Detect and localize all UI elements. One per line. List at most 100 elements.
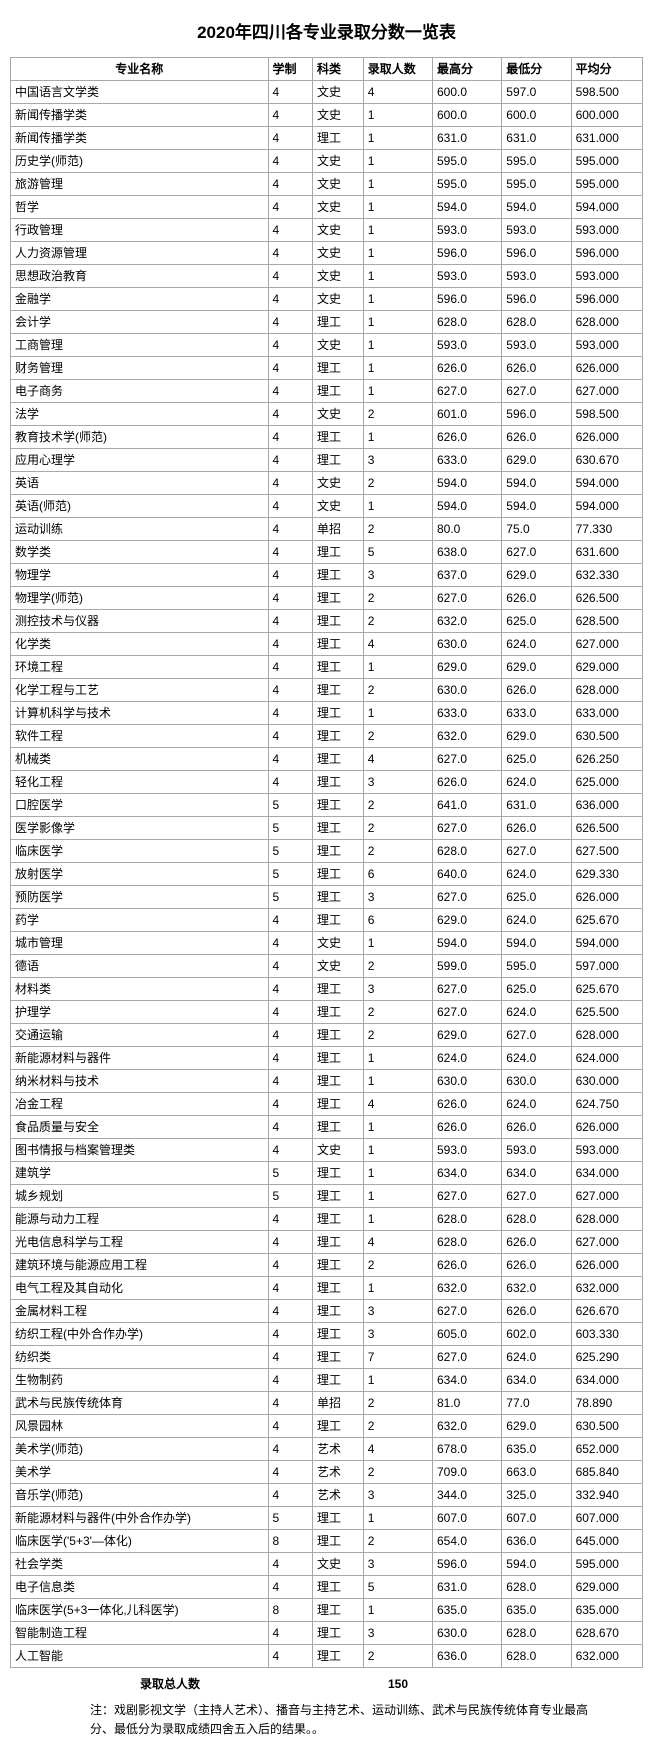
table-row: 临床医学(5+3一体化,儿科医学)8理工1635.0635.0635.000 bbox=[11, 1599, 643, 1622]
cell: 2 bbox=[363, 472, 432, 495]
cell: 2 bbox=[363, 1645, 432, 1668]
cell: 593.0 bbox=[502, 265, 571, 288]
cell: 新能源材料与器件(中外合作办学) bbox=[11, 1507, 269, 1530]
cell: 595.000 bbox=[571, 150, 642, 173]
cell: 629.0 bbox=[432, 656, 501, 679]
cell: 4 bbox=[363, 81, 432, 104]
cell: 624.0 bbox=[432, 1047, 501, 1070]
cell: 597.000 bbox=[571, 955, 642, 978]
cell: 631.0 bbox=[502, 127, 571, 150]
cell: 626.0 bbox=[502, 679, 571, 702]
cell: 金融学 bbox=[11, 288, 269, 311]
cell: 627.0 bbox=[432, 817, 501, 840]
col-major: 专业名称 bbox=[11, 58, 269, 81]
table-row: 材料类4理工3627.0625.0625.670 bbox=[11, 978, 643, 1001]
cell: 624.750 bbox=[571, 1093, 642, 1116]
cell: 4 bbox=[268, 219, 312, 242]
cell: 文史 bbox=[313, 403, 364, 426]
cell: 理工 bbox=[313, 656, 364, 679]
cell: 1 bbox=[363, 173, 432, 196]
cell: 法学 bbox=[11, 403, 269, 426]
cell: 325.0 bbox=[502, 1484, 571, 1507]
table-row: 药学4理工6629.0624.0625.670 bbox=[11, 909, 643, 932]
table-row: 机械类4理工4627.0625.0626.250 bbox=[11, 748, 643, 771]
cell: 纺织工程(中外合作办学) bbox=[11, 1323, 269, 1346]
table-row: 新闻传播学类4理工1631.0631.0631.000 bbox=[11, 127, 643, 150]
cell: 文史 bbox=[313, 334, 364, 357]
cell: 627.0 bbox=[432, 978, 501, 1001]
cell: 626.0 bbox=[502, 817, 571, 840]
table-row: 音乐学(师范)4艺术3344.0325.0332.940 bbox=[11, 1484, 643, 1507]
cell: 4 bbox=[268, 1001, 312, 1024]
cell: 理工 bbox=[313, 587, 364, 610]
cell: 595.0 bbox=[432, 173, 501, 196]
cell: 80.0 bbox=[432, 518, 501, 541]
table-row: 电子商务4理工1627.0627.0627.000 bbox=[11, 380, 643, 403]
cell: 单招 bbox=[313, 518, 364, 541]
cell: 行政管理 bbox=[11, 219, 269, 242]
cell: 3 bbox=[363, 1323, 432, 1346]
cell: 理工 bbox=[313, 1185, 364, 1208]
cell: 4 bbox=[363, 633, 432, 656]
cell: 597.0 bbox=[502, 81, 571, 104]
cell: 人力资源管理 bbox=[11, 242, 269, 265]
table-row: 人工智能4理工2636.0628.0632.000 bbox=[11, 1645, 643, 1668]
table-row: 图书情报与档案管理类4文史1593.0593.0593.000 bbox=[11, 1139, 643, 1162]
table-row: 电气工程及其自动化4理工1632.0632.0632.000 bbox=[11, 1277, 643, 1300]
cell: 能源与动力工程 bbox=[11, 1208, 269, 1231]
cell: 文史 bbox=[313, 173, 364, 196]
cell: 4 bbox=[268, 81, 312, 104]
table-row: 能源与动力工程4理工1628.0628.0628.000 bbox=[11, 1208, 643, 1231]
cell: 3 bbox=[363, 1300, 432, 1323]
cell: 2 bbox=[363, 610, 432, 633]
table-row: 社会学类4文史3596.0594.0595.000 bbox=[11, 1553, 643, 1576]
cell: 2 bbox=[363, 1024, 432, 1047]
cell: 636.0 bbox=[432, 1645, 501, 1668]
cell: 临床医学 bbox=[11, 840, 269, 863]
cell: 1 bbox=[363, 1369, 432, 1392]
table-row: 数学类4理工5638.0627.0631.600 bbox=[11, 541, 643, 564]
cell: 594.000 bbox=[571, 472, 642, 495]
cell: 城市管理 bbox=[11, 932, 269, 955]
cell: 美术学 bbox=[11, 1461, 269, 1484]
cell: 4 bbox=[268, 265, 312, 288]
cell: 理工 bbox=[313, 1254, 364, 1277]
cell: 632.000 bbox=[571, 1645, 642, 1668]
cell: 理工 bbox=[313, 1300, 364, 1323]
table-row: 计算机科学与技术4理工1633.0633.0633.000 bbox=[11, 702, 643, 725]
cell: 理工 bbox=[313, 978, 364, 1001]
cell: 4 bbox=[268, 1254, 312, 1277]
cell: 理工 bbox=[313, 1369, 364, 1392]
cell: 哲学 bbox=[11, 196, 269, 219]
table-row: 护理学4理工2627.0624.0625.500 bbox=[11, 1001, 643, 1024]
cell: 理工 bbox=[313, 541, 364, 564]
cell: 文史 bbox=[313, 955, 364, 978]
cell: 607.000 bbox=[571, 1507, 642, 1530]
cell: 4 bbox=[268, 1277, 312, 1300]
cell: 593.0 bbox=[502, 1139, 571, 1162]
cell: 生物制药 bbox=[11, 1369, 269, 1392]
cell: 理工 bbox=[313, 1093, 364, 1116]
cell: 636.000 bbox=[571, 794, 642, 817]
cell: 理工 bbox=[313, 1116, 364, 1139]
cell: 城乡规划 bbox=[11, 1185, 269, 1208]
cell: 607.0 bbox=[502, 1507, 571, 1530]
cell: 电子商务 bbox=[11, 380, 269, 403]
cell: 627.0 bbox=[432, 748, 501, 771]
cell: 艺术 bbox=[313, 1484, 364, 1507]
cell: 环境工程 bbox=[11, 656, 269, 679]
cell: 4 bbox=[268, 495, 312, 518]
cell: 595.0 bbox=[502, 955, 571, 978]
cell: 628.0 bbox=[502, 1622, 571, 1645]
cell: 理工 bbox=[313, 1346, 364, 1369]
cell: 武术与民族传统体育 bbox=[11, 1392, 269, 1415]
cell: 629.0 bbox=[432, 909, 501, 932]
cell: 81.0 bbox=[432, 1392, 501, 1415]
footnote: 注：戏剧影视文学（主持人艺术）、播音与主持艺术、运动训练、武术与民族传统体育专业… bbox=[90, 1701, 590, 1739]
cell: 文史 bbox=[313, 219, 364, 242]
table-row: 应用心理学4理工3633.0629.0630.670 bbox=[11, 449, 643, 472]
cell: 626.0 bbox=[432, 771, 501, 794]
cell: 630.0 bbox=[432, 633, 501, 656]
cell: 4 bbox=[268, 334, 312, 357]
table-row: 物理学(师范)4理工2627.0626.0626.500 bbox=[11, 587, 643, 610]
